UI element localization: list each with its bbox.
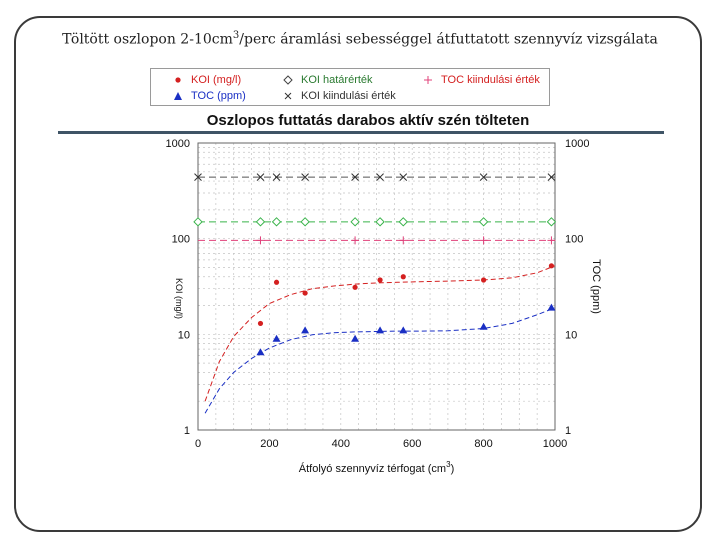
title-divider	[58, 131, 664, 134]
x-tick-label: 0	[195, 438, 201, 450]
data-point-toc	[399, 326, 408, 334]
legend-item-toc: TOC (ppm)	[165, 90, 246, 102]
slide-title-superscript: 3	[232, 30, 240, 41]
data-point-koi-limit	[398, 217, 408, 227]
x-tick-label: 200	[260, 438, 278, 450]
data-point-koi	[481, 277, 487, 283]
data-point-koi-limit	[478, 217, 489, 227]
x-marker-icon	[275, 90, 301, 102]
grid-layer	[198, 143, 555, 430]
y-tick-label-left: 10	[178, 329, 190, 341]
data-point-koi-initial	[301, 173, 309, 181]
x-tick-label: 400	[332, 438, 350, 450]
diamond-marker-icon	[275, 74, 301, 86]
x-tick-label: 800	[474, 438, 492, 450]
legend-item-koi-initial: KOI kiindulási érték	[275, 90, 396, 102]
data-point-koi-limit	[375, 217, 385, 227]
legend-label-koi: KOI (mg/l)	[191, 74, 242, 86]
data-point-toc-initial	[256, 236, 265, 245]
data-point-koi-initial	[479, 173, 488, 181]
fit-curve-koi	[204, 265, 556, 402]
y-tick-label-right: 1000	[565, 138, 589, 150]
data-point-koi-limit	[271, 217, 282, 227]
data-point-koi-limit	[350, 217, 360, 227]
data-point-toc	[301, 326, 310, 334]
x-axis-label: Átfolyó szennyvíz térfogat (cm3)	[299, 460, 454, 475]
legend-item-koi: KOI (mg/l)	[165, 74, 241, 86]
slide-title: Töltött oszlopon 2-10cm3/perc áramlási s…	[0, 30, 720, 48]
x-axis-label-sup: 3	[446, 460, 451, 469]
data-point-koi-limit	[546, 217, 557, 227]
data-point-toc-initial	[547, 236, 556, 245]
data-point-koi	[352, 284, 358, 290]
y-tick-label-left: 1000	[166, 138, 190, 150]
chart-title: Oszlopos futtatás darabos aktív szén töl…	[206, 112, 530, 129]
data-point-koi	[273, 279, 280, 285]
data-point-koi	[400, 274, 406, 280]
triangle-marker-icon	[165, 90, 191, 102]
data-point-koi	[257, 320, 264, 327]
x-tick-label: 600	[403, 438, 421, 450]
x-axis-label-main: Átfolyó szennyvíz térfogat (cm	[299, 462, 446, 475]
data-point-koi-initial	[351, 173, 359, 181]
data-point-koi-initial	[376, 173, 384, 181]
data-point-koi-limit	[193, 217, 203, 227]
data-point-toc	[479, 322, 488, 330]
y-axis-label-right: TOC (ppm)	[590, 259, 602, 314]
data-point-koi-initial	[272, 173, 281, 181]
fit-curve-layer	[204, 265, 556, 414]
data-point-koi	[377, 277, 383, 283]
data-point-layer	[193, 173, 557, 356]
data-point-koi-initial	[194, 173, 202, 181]
chart-legend: KOI (mg/l) TOC (ppm) KOI határérték KOI …	[150, 68, 550, 106]
data-point-koi-initial	[256, 173, 265, 181]
y-tick-label-left: 1	[184, 425, 190, 437]
legend-item-koi-limit: KOI határérték	[275, 74, 373, 86]
data-point-toc	[272, 334, 281, 342]
y-tick-label-right: 1	[565, 425, 571, 437]
data-point-koi-limit	[300, 217, 310, 227]
y-tick-label-right: 10	[565, 329, 577, 341]
data-point-toc	[351, 334, 360, 342]
legend-label-toc: TOC (ppm)	[191, 90, 246, 102]
legend-item-toc-initial: TOC kiindulási érték	[415, 74, 540, 86]
legend-label-toc-initial: TOC kiindulási érték	[441, 74, 540, 86]
data-point-koi	[302, 290, 308, 296]
x-axis-label-end: )	[451, 463, 455, 475]
data-point-toc-initial	[351, 236, 360, 245]
plot-frame	[197, 142, 556, 431]
data-point-toc	[376, 326, 385, 334]
y-tick-label-right: 100	[565, 234, 583, 246]
data-point-toc	[547, 303, 556, 311]
legend-label-koi-limit: KOI határérték	[301, 74, 373, 86]
slide-title-main: Töltött oszlopon 2-10cm	[62, 31, 233, 48]
data-point-koi-initial	[399, 173, 408, 181]
data-point-toc-initial	[399, 236, 408, 245]
legend-label-koi-initial: KOI kiindulási érték	[301, 90, 396, 102]
data-point-koi-initial	[547, 173, 556, 181]
dot-marker-icon	[165, 74, 191, 86]
slide-title-rest: /perc áramlási sebességgel átfuttatott s…	[239, 31, 658, 48]
plus-marker-icon	[415, 74, 441, 86]
y-tick-label-left: 100	[172, 234, 190, 246]
data-point-koi-limit	[255, 217, 266, 227]
data-point-toc-initial	[479, 236, 488, 245]
data-point-toc	[256, 348, 265, 356]
y-axis-label-left: KOI (mg/l)	[174, 278, 184, 319]
data-point-koi	[548, 263, 555, 269]
fit-curve-toc	[204, 307, 556, 414]
slide-frame	[14, 16, 702, 532]
x-tick-label: 1000	[543, 438, 567, 450]
